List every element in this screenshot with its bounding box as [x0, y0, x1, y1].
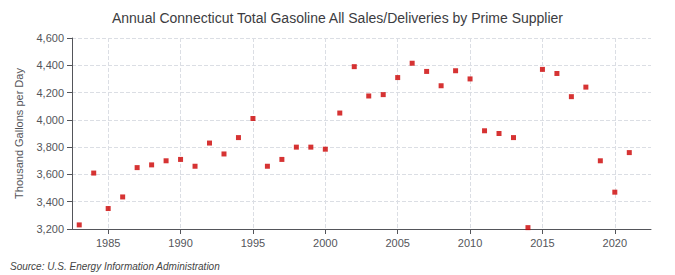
svg-text:1995: 1995 [241, 237, 265, 249]
svg-text:Annual Connecticut Total Gasol: Annual Connecticut Total Gasoline All Sa… [112, 10, 563, 26]
svg-text:2020: 2020 [603, 237, 627, 249]
svg-text:3,200: 3,200 [36, 223, 64, 235]
svg-text:1990: 1990 [168, 237, 192, 249]
svg-text:2010: 2010 [458, 237, 482, 249]
svg-text:Thousand Gallons per Day: Thousand Gallons per Day [13, 68, 25, 199]
svg-text:2015: 2015 [530, 237, 554, 249]
svg-text:4,200: 4,200 [36, 87, 64, 99]
svg-text:3,400: 3,400 [36, 196, 64, 208]
svg-text:4,400: 4,400 [36, 59, 64, 71]
svg-text:3,800: 3,800 [36, 141, 64, 153]
svg-text:4,000: 4,000 [36, 114, 64, 126]
svg-text:4,600: 4,600 [36, 32, 64, 44]
svg-text:2005: 2005 [385, 237, 409, 249]
svg-text:1985: 1985 [96, 237, 120, 249]
svg-text:2000: 2000 [313, 237, 337, 249]
svg-text:3,600: 3,600 [36, 168, 64, 180]
svg-text:Source: U.S. Energy Informatio: Source: U.S. Energy Information Administ… [10, 261, 220, 272]
